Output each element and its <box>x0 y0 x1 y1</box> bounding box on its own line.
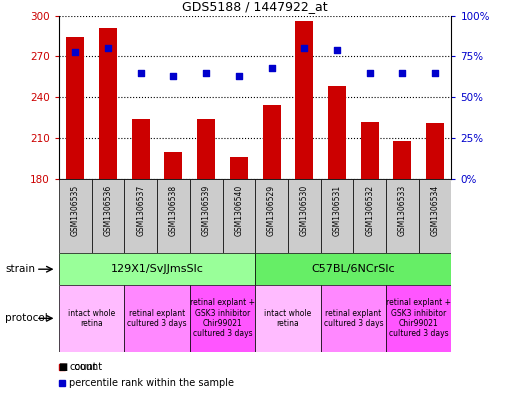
Bar <box>132 119 150 179</box>
Point <box>267 65 275 71</box>
Text: C57BL/6NCrSlc: C57BL/6NCrSlc <box>311 264 395 274</box>
Bar <box>255 253 451 285</box>
Bar <box>386 285 451 352</box>
Text: retinal explant +
GSK3 inhibitor
Chir99021
cultured 3 days: retinal explant + GSK3 inhibitor Chir990… <box>190 298 255 338</box>
Bar <box>190 179 223 253</box>
Point <box>71 48 80 55</box>
Point <box>136 70 145 76</box>
Bar <box>321 179 353 253</box>
Text: count: count <box>69 362 97 373</box>
Bar <box>263 105 281 179</box>
Point <box>431 70 439 76</box>
Text: GSM1306538: GSM1306538 <box>169 185 178 236</box>
Bar <box>124 179 157 253</box>
Text: retinal explant
cultured 3 days: retinal explant cultured 3 days <box>127 309 187 328</box>
Bar <box>295 21 313 179</box>
Text: GSM1306531: GSM1306531 <box>332 185 342 236</box>
Bar <box>66 37 84 179</box>
Point <box>235 73 243 79</box>
Bar <box>386 179 419 253</box>
Bar <box>230 157 248 179</box>
Text: percentile rank within the sample: percentile rank within the sample <box>69 378 234 388</box>
Text: protocol: protocol <box>5 313 48 323</box>
Text: retinal explant
cultured 3 days: retinal explant cultured 3 days <box>324 309 383 328</box>
Bar <box>419 179 451 253</box>
Bar <box>92 179 125 253</box>
Text: GSM1306535: GSM1306535 <box>71 185 80 236</box>
Bar <box>361 122 379 179</box>
Bar <box>157 179 190 253</box>
Text: GSM1306537: GSM1306537 <box>136 185 145 236</box>
Point <box>104 45 112 51</box>
Point <box>398 70 406 76</box>
Bar <box>197 119 215 179</box>
Text: GSM1306540: GSM1306540 <box>234 185 243 236</box>
Text: GSM1306539: GSM1306539 <box>202 185 211 236</box>
Point <box>169 73 177 79</box>
Text: GSM1306536: GSM1306536 <box>104 185 112 236</box>
Text: GSM1306529: GSM1306529 <box>267 185 276 236</box>
Point <box>300 45 308 51</box>
Bar <box>223 179 255 253</box>
Bar <box>255 285 321 352</box>
Bar <box>255 179 288 253</box>
Text: GSM1306534: GSM1306534 <box>430 185 440 236</box>
Bar <box>59 253 255 285</box>
Text: intact whole
retina: intact whole retina <box>68 309 115 328</box>
Title: GDS5188 / 1447922_at: GDS5188 / 1447922_at <box>183 0 328 13</box>
Bar <box>59 285 124 352</box>
Text: 129X1/SvJJmsSlc: 129X1/SvJJmsSlc <box>111 264 204 274</box>
Point <box>366 70 374 76</box>
Bar <box>321 285 386 352</box>
Bar <box>288 179 321 253</box>
Bar <box>328 86 346 179</box>
Bar <box>393 141 411 179</box>
Bar <box>59 179 92 253</box>
Bar <box>190 285 255 352</box>
Text: intact whole
retina: intact whole retina <box>264 309 311 328</box>
Text: retinal explant +
GSK3 inhibitor
Chir99021
cultured 3 days: retinal explant + GSK3 inhibitor Chir990… <box>386 298 451 338</box>
Bar <box>124 285 190 352</box>
Bar <box>99 28 117 179</box>
Point <box>202 70 210 76</box>
Text: ■  count: ■ count <box>59 362 102 373</box>
Text: GSM1306530: GSM1306530 <box>300 185 309 236</box>
Bar <box>353 179 386 253</box>
Point <box>333 47 341 53</box>
Bar <box>426 123 444 179</box>
Text: strain: strain <box>5 264 35 274</box>
Bar <box>165 152 183 179</box>
Text: GSM1306533: GSM1306533 <box>398 185 407 236</box>
Text: GSM1306532: GSM1306532 <box>365 185 374 236</box>
